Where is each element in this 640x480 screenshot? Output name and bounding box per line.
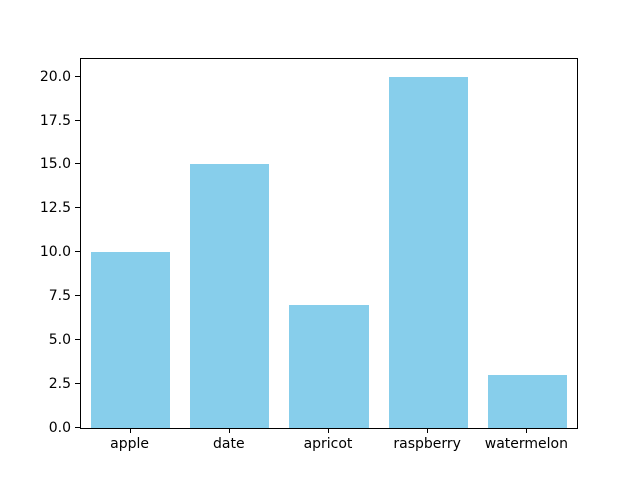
y-tick-mark-20.0 (75, 75, 80, 77)
x-tick-mark-watermelon (526, 428, 528, 433)
y-tick-label-20.0: 20.0 (39, 68, 71, 85)
y-tick-label-7.5: 7.5 (48, 288, 71, 305)
x-tick-label-watermelon: watermelon (484, 436, 569, 452)
bar-apple (90, 252, 171, 428)
y-tick-mark-0.0 (75, 427, 80, 428)
y-tick-mark-2.5 (75, 383, 80, 385)
y-tick-label-0.0: 0.0 (48, 420, 71, 436)
y-tick-label-17.5: 17.5 (39, 112, 71, 129)
x-tick-mark-raspberry (427, 428, 429, 433)
y-tick-mark-7.5 (75, 295, 80, 297)
x-tick-mark-apple (129, 428, 131, 433)
y-tick-mark-12.5 (75, 207, 80, 209)
x-tick-label-apricot: apricot (303, 436, 353, 452)
bar-apricot (289, 305, 369, 428)
bar-watermelon (487, 375, 568, 428)
bar-date (190, 164, 270, 428)
x-tick-label-apple: apple (110, 436, 150, 452)
y-tick-label-5.0: 5.0 (48, 332, 71, 349)
y-tick-mark-15.0 (75, 163, 80, 165)
x-tick-mark-date (228, 428, 230, 433)
x-tick-label-raspberry: raspberry (393, 436, 461, 452)
y-tick-label-12.5: 12.5 (39, 200, 71, 217)
y-tick-mark-17.5 (75, 119, 80, 121)
y-tick-label-15.0: 15.0 (39, 156, 71, 173)
plot-area (80, 58, 578, 429)
x-tick-label-date: date (213, 436, 245, 452)
x-tick-mark-apricot (328, 428, 329, 433)
y-tick-label-10.0: 10.0 (39, 244, 71, 261)
bar-raspberry (388, 76, 468, 428)
y-tick-mark-10.0 (75, 251, 80, 253)
y-tick-mark-5.0 (75, 339, 80, 341)
y-tick-label-2.5: 2.5 (48, 376, 71, 393)
